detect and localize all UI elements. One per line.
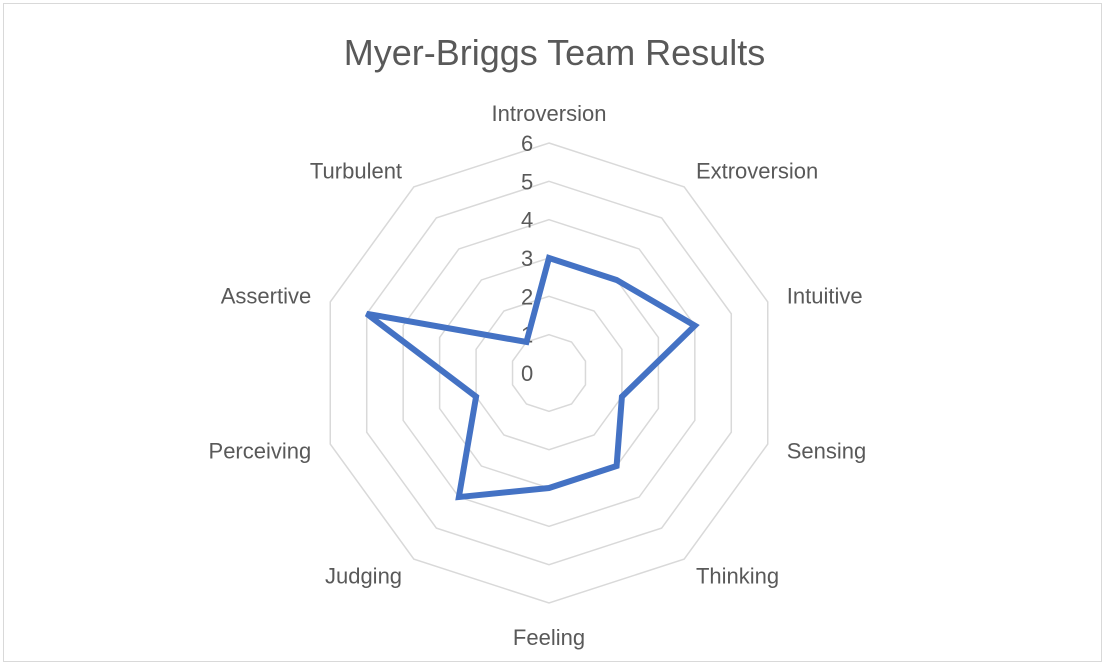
category-label-introversion: Introversion (492, 101, 607, 126)
grid-ring-1 (511, 333, 587, 413)
r-tick-label: 5 (521, 169, 533, 194)
r-tick-label: 6 (521, 131, 533, 156)
r-tick-label: 0 (521, 361, 533, 386)
chart-title: Myer-Briggs Team Results (343, 32, 766, 73)
series-line-0 (364, 254, 700, 501)
grid-ring-3 (438, 257, 660, 489)
grid-ring-2 (475, 295, 623, 451)
grid-ring-6 (329, 142, 769, 604)
category-label-sensing: Sensing (787, 438, 867, 463)
category-label-feeling: Feeling (513, 625, 585, 650)
r-tick-label: 3 (521, 246, 533, 271)
chart-frame (3, 3, 1102, 662)
category-labels: Introversion Extroversion Intuitive Sensing… (209, 101, 867, 650)
grid-ring-4 (402, 218, 696, 528)
series-layer (364, 254, 700, 501)
r-tick-label: 4 (521, 208, 533, 233)
grid-ring-5 (365, 180, 733, 566)
category-label-thinking: Thinking (696, 563, 779, 588)
category-label-extroversion: Extroversion (696, 159, 818, 184)
category-label-judging: Judging (325, 563, 402, 588)
radar-grid (329, 142, 769, 604)
category-label-assertive: Assertive (221, 284, 311, 309)
category-label-turbulent: Turbulent (310, 159, 402, 184)
r-tick-label: 2 (521, 284, 533, 309)
category-label-intuitive: Intuitive (787, 284, 863, 309)
category-label-perceiving: Perceiving (209, 438, 312, 463)
